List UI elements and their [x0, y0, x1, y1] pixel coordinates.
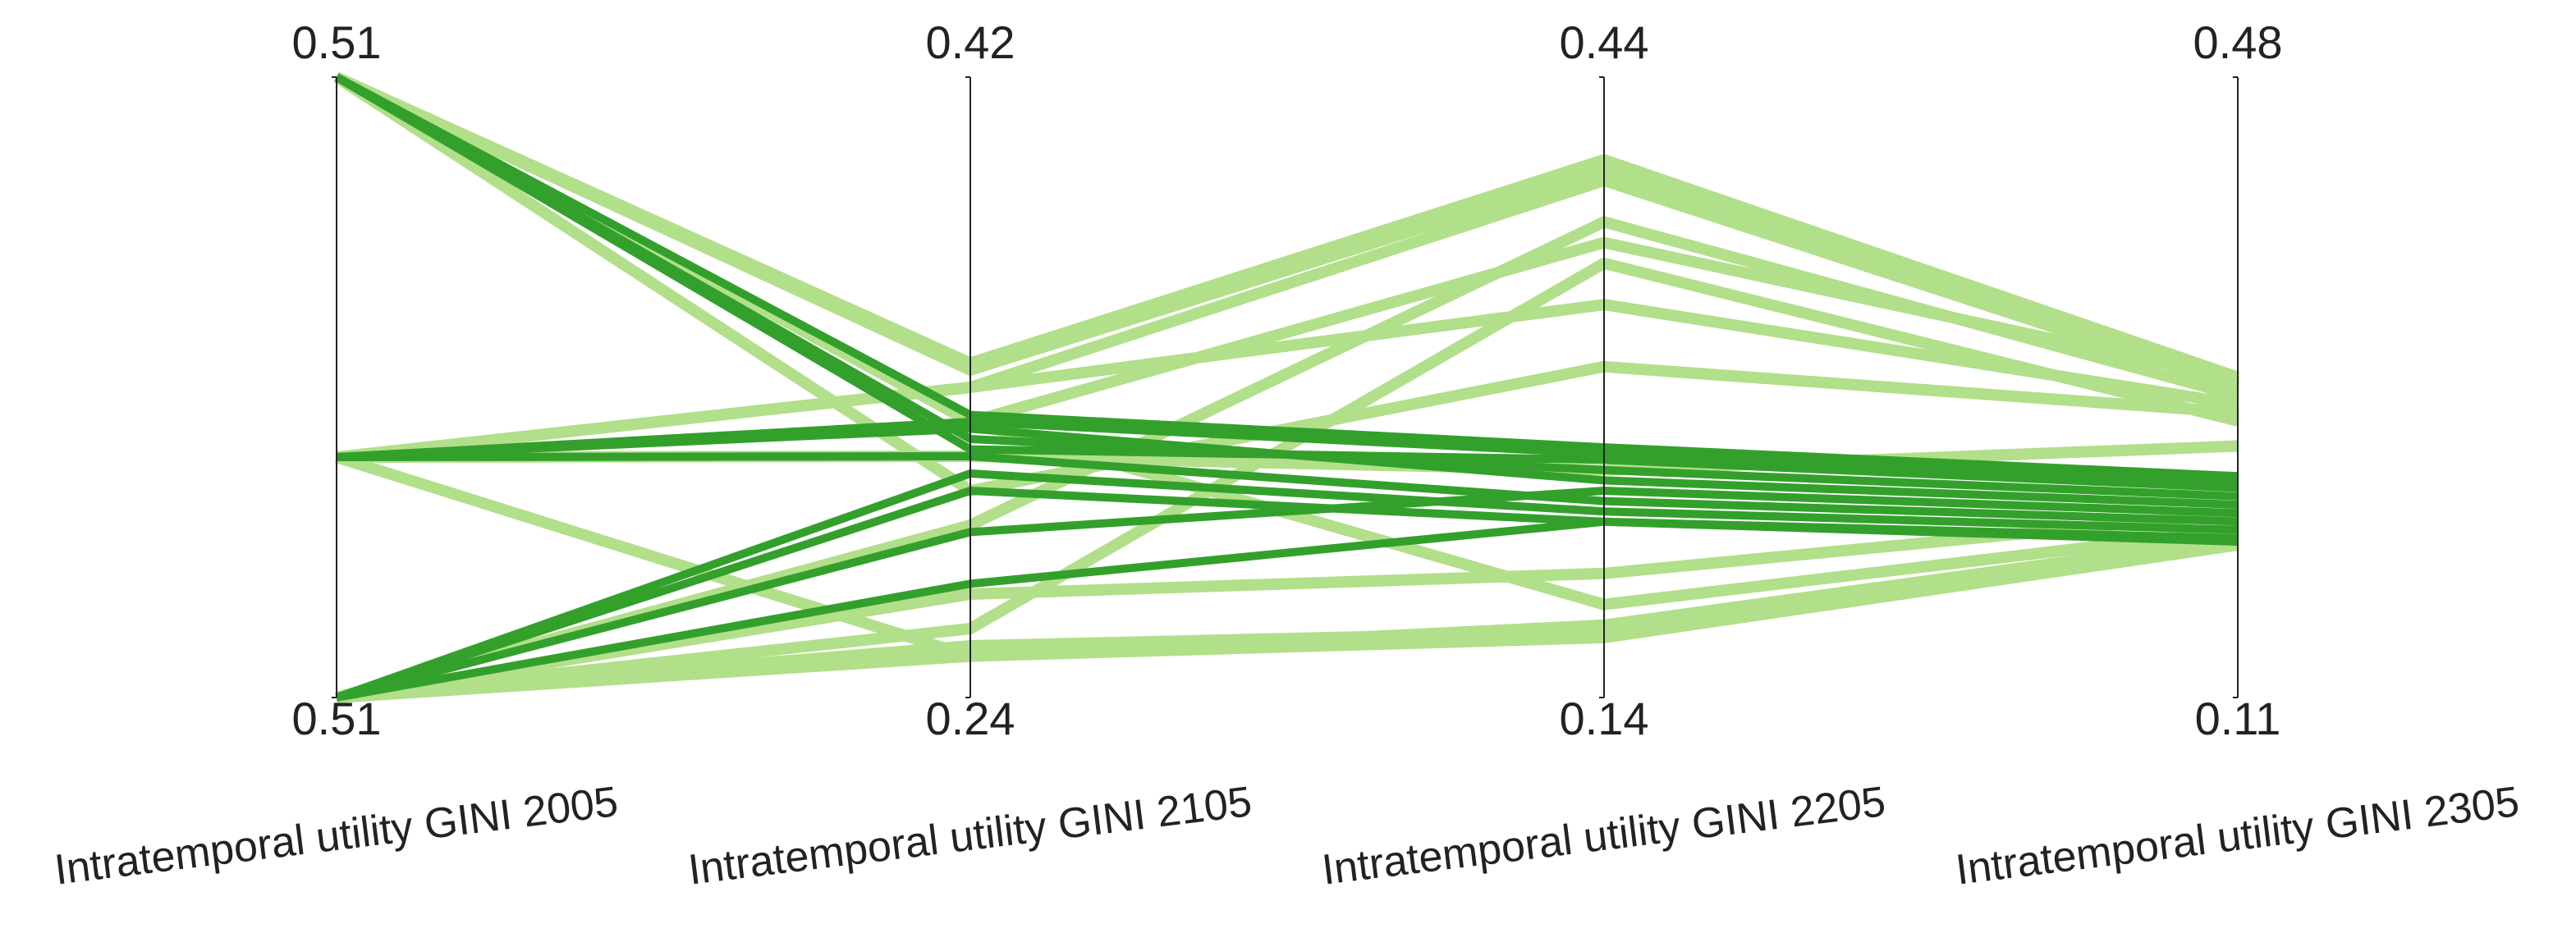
tick-label: 0.48 [2193, 16, 2283, 68]
data-line [335, 507, 2239, 703]
axis-title: Intratemporal utility GINI 2205 [1319, 778, 1888, 894]
data-line [334, 73, 2239, 492]
axis-title: Intratemporal utility GINI 2105 [685, 778, 1254, 894]
tick-label: 0.51 [292, 693, 382, 744]
tick-label: 0.44 [1560, 16, 1649, 68]
data-line [335, 487, 2239, 702]
data-line [336, 538, 2239, 703]
tick-label: 0.11 [2195, 693, 2281, 744]
tick-label: 0.42 [926, 16, 1015, 68]
data-line [336, 418, 2239, 487]
tick-label: 0.14 [1560, 693, 1649, 744]
tick-label: 0.24 [926, 693, 1015, 744]
data-line [336, 452, 2239, 526]
data-line [336, 299, 2239, 464]
data-line [334, 71, 2240, 388]
tick-label: 0.51 [292, 16, 382, 68]
axis-title: Intratemporal utility GINI 2305 [1953, 778, 2522, 894]
data-line [336, 517, 2239, 702]
data-line [334, 73, 2239, 481]
data-line [335, 469, 2239, 702]
data-line [336, 257, 2239, 703]
axis-title: Intratemporal utility GINI 2005 [52, 778, 621, 894]
